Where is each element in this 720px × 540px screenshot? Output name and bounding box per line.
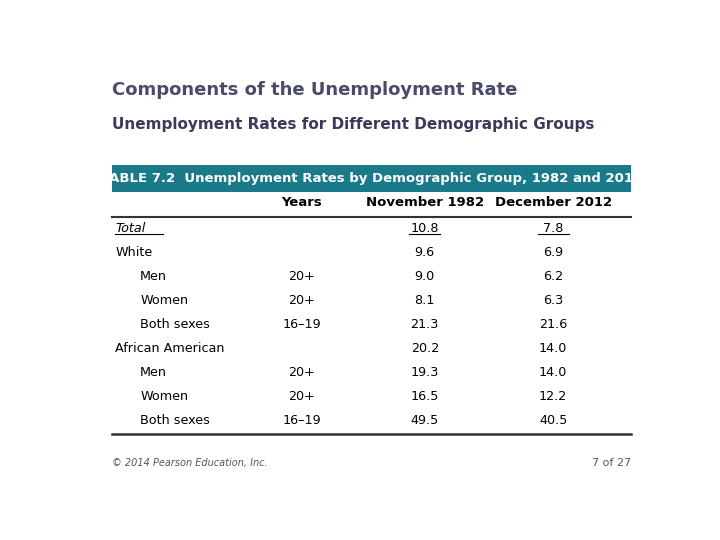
Text: 9.0: 9.0 bbox=[415, 270, 435, 283]
Text: Both sexes: Both sexes bbox=[140, 415, 210, 428]
Text: 21.3: 21.3 bbox=[410, 318, 439, 331]
Text: African American: African American bbox=[115, 342, 225, 355]
Text: Women: Women bbox=[140, 294, 189, 307]
Text: Women: Women bbox=[140, 390, 189, 403]
Text: 16–19: 16–19 bbox=[283, 415, 321, 428]
Text: Components of the Unemployment Rate: Components of the Unemployment Rate bbox=[112, 82, 518, 99]
Text: 20.2: 20.2 bbox=[410, 342, 439, 355]
Text: Men: Men bbox=[140, 366, 167, 379]
Text: © 2014 Pearson Education, Inc.: © 2014 Pearson Education, Inc. bbox=[112, 458, 268, 468]
Text: 20+: 20+ bbox=[289, 390, 315, 403]
Text: 40.5: 40.5 bbox=[539, 415, 567, 428]
Text: 20+: 20+ bbox=[289, 270, 315, 283]
Text: TABLE 7.2  Unemployment Rates by Demographic Group, 1982 and 2012: TABLE 7.2 Unemployment Rates by Demograp… bbox=[102, 172, 642, 185]
Text: 7 of 27: 7 of 27 bbox=[592, 458, 631, 468]
FancyBboxPatch shape bbox=[112, 165, 631, 192]
Text: 21.6: 21.6 bbox=[539, 318, 567, 331]
Text: 19.3: 19.3 bbox=[410, 366, 439, 379]
Text: 14.0: 14.0 bbox=[539, 342, 567, 355]
Text: White: White bbox=[115, 246, 153, 259]
Text: 16–19: 16–19 bbox=[283, 318, 321, 331]
Text: Both sexes: Both sexes bbox=[140, 318, 210, 331]
Text: 12.2: 12.2 bbox=[539, 390, 567, 403]
Text: 6.3: 6.3 bbox=[543, 294, 563, 307]
Text: 6.9: 6.9 bbox=[543, 246, 563, 259]
Text: December 2012: December 2012 bbox=[495, 196, 612, 209]
Text: November 1982: November 1982 bbox=[366, 196, 484, 209]
Text: Total: Total bbox=[115, 221, 145, 234]
Text: 8.1: 8.1 bbox=[415, 294, 435, 307]
Text: Men: Men bbox=[140, 270, 167, 283]
Text: 14.0: 14.0 bbox=[539, 366, 567, 379]
Text: 49.5: 49.5 bbox=[410, 415, 439, 428]
Text: 20+: 20+ bbox=[289, 366, 315, 379]
Text: 10.8: 10.8 bbox=[410, 221, 439, 234]
Text: 7.8: 7.8 bbox=[543, 221, 563, 234]
Text: Years: Years bbox=[282, 196, 323, 209]
Text: 20+: 20+ bbox=[289, 294, 315, 307]
Text: Unemployment Rates for Different Demographic Groups: Unemployment Rates for Different Demogra… bbox=[112, 117, 595, 132]
Text: 9.6: 9.6 bbox=[415, 246, 435, 259]
Text: 16.5: 16.5 bbox=[410, 390, 439, 403]
Text: 6.2: 6.2 bbox=[543, 270, 563, 283]
